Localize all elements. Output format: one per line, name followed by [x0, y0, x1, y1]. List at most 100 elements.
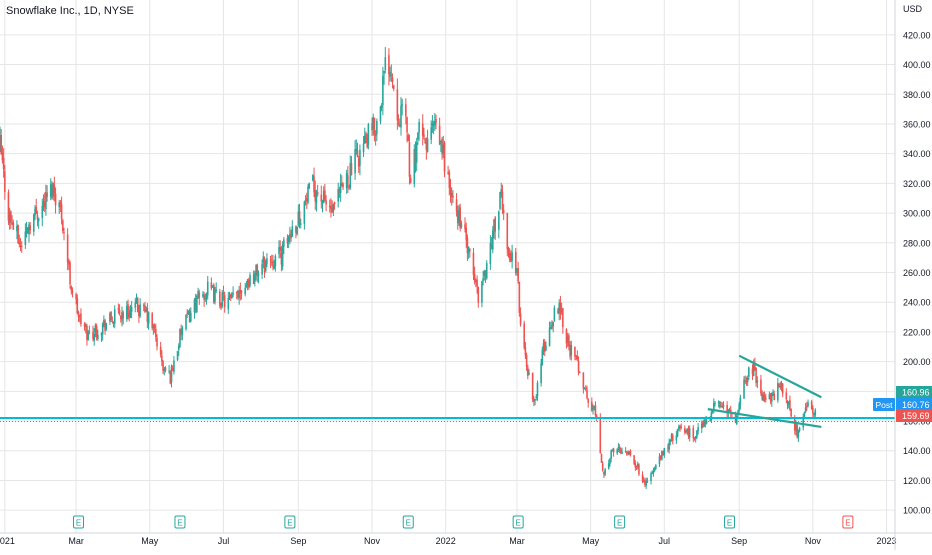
earnings-marker-label: E — [406, 519, 411, 528]
earnings-marker — [614, 515, 626, 529]
candle-body — [491, 230, 494, 250]
candle-body — [441, 138, 443, 155]
candle-body — [662, 451, 664, 456]
candle-body — [785, 392, 788, 400]
candle-body — [2, 157, 5, 170]
candle-body — [295, 226, 297, 233]
candle-body — [155, 328, 157, 338]
candle-body — [203, 294, 205, 300]
candle-body — [100, 333, 103, 336]
candle-body — [180, 330, 182, 335]
x-tick-label: 2023 — [877, 536, 897, 546]
candle-body — [617, 447, 620, 449]
candle-body — [599, 416, 602, 454]
candle-body — [163, 368, 166, 372]
candle-body — [739, 397, 742, 405]
y-axis-unit: USD — [903, 4, 923, 14]
candle-body — [291, 226, 294, 237]
y-tick-label: 280.00 — [903, 238, 931, 248]
candle-body — [28, 224, 30, 235]
candle-body — [367, 124, 370, 145]
candle-body — [482, 277, 484, 281]
candle-body — [764, 397, 767, 401]
candle-body — [173, 360, 175, 372]
candle-body — [289, 233, 291, 237]
candle-body — [642, 480, 645, 483]
candle-body — [477, 287, 480, 303]
candle-body — [103, 320, 105, 326]
candle-body — [29, 225, 31, 231]
candle-body — [655, 465, 657, 469]
candle-body — [745, 381, 748, 383]
candle-body — [502, 209, 505, 213]
candle-body — [193, 299, 196, 313]
candle-body — [787, 401, 790, 405]
candle-body — [670, 434, 673, 440]
candle-body — [814, 409, 817, 416]
candle-body — [636, 463, 639, 467]
candle-body — [321, 202, 324, 205]
candle-body — [405, 104, 407, 117]
candle-body — [621, 451, 623, 454]
candle-body — [669, 439, 672, 442]
candle-body — [552, 321, 554, 327]
candle-body — [658, 456, 661, 465]
candle-body — [304, 200, 307, 202]
candle-body — [635, 466, 638, 468]
candle-body — [362, 143, 365, 153]
candle-body — [717, 402, 720, 404]
candle-body — [423, 134, 425, 138]
candle-body — [600, 453, 603, 463]
candle-body — [118, 310, 121, 315]
candle-body — [76, 298, 79, 314]
earnings-marker — [284, 515, 296, 529]
candle-body — [743, 379, 745, 399]
candle-body — [60, 204, 63, 220]
candle-body — [761, 393, 763, 400]
candle-body — [222, 292, 225, 295]
candle-body — [440, 140, 442, 142]
candle-body — [634, 462, 637, 468]
candle-body — [345, 173, 348, 189]
x-tick-label: Mar — [68, 536, 84, 546]
candle-body — [162, 361, 164, 371]
candle-body — [272, 261, 274, 267]
x-tick-label: Sep — [731, 536, 747, 546]
candle-body — [396, 89, 399, 121]
candle-body — [604, 469, 606, 475]
candle-body — [37, 218, 40, 222]
candle-body — [568, 335, 570, 347]
candle-body — [51, 186, 53, 198]
candle-body — [215, 289, 218, 291]
candle-body — [489, 243, 492, 264]
candle-body — [523, 323, 525, 348]
candle-body — [299, 223, 302, 225]
candle-body — [676, 428, 679, 437]
y-tick-label: 120.00 — [903, 476, 931, 486]
candle-body — [726, 405, 728, 414]
candle-body — [710, 412, 713, 421]
candle-body — [434, 121, 436, 126]
x-tick-label: May — [141, 536, 159, 546]
candle-body — [430, 127, 432, 140]
candle-body — [768, 394, 771, 400]
candle-body — [413, 149, 416, 184]
candle-body — [595, 415, 598, 418]
candle-body — [466, 237, 469, 254]
candle-body — [49, 184, 52, 198]
candle-body — [542, 343, 545, 350]
x-tick-label: May — [582, 536, 600, 546]
candle-body — [78, 315, 81, 317]
candle-body — [337, 188, 339, 202]
candle-body — [1, 152, 4, 161]
candle-body — [514, 251, 517, 273]
candle-body — [786, 400, 789, 405]
candle-body — [365, 133, 367, 139]
candle-body — [177, 345, 180, 351]
candle-body — [188, 310, 191, 323]
earnings-marker — [73, 515, 85, 529]
candle-body — [287, 236, 290, 242]
